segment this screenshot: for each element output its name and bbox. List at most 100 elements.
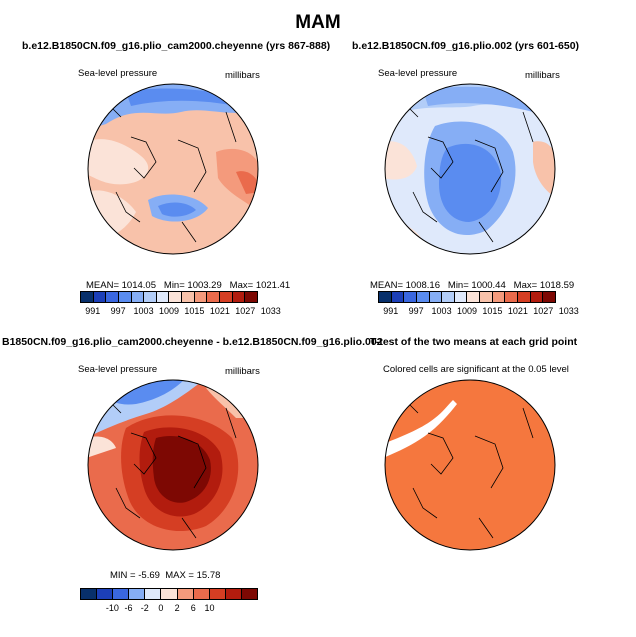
colorbar-1-swatch-6 [156, 292, 170, 302]
colorbar-3-swatch-4 [145, 589, 162, 599]
colorbar-1-swatch-1 [93, 292, 107, 302]
panel-1-stats: MEAN= 1014.05 Min= 1003.29 Max= 1021.41 [86, 280, 290, 291]
colorbar-1-tick-0: 991 [85, 306, 101, 316]
colorbar-3-tick-1: -6 [124, 603, 133, 613]
panel-2-min-label: Min= [447, 280, 469, 291]
colorbar-3-swatch-3 [129, 589, 146, 599]
colorbar-2-swatch-9 [492, 292, 506, 302]
panel-2-colorbar [378, 291, 556, 303]
colorbar-1-swatch-8 [182, 292, 195, 302]
colorbar-3-swatch-2 [113, 589, 130, 599]
panel-1-mean-value: 1014.05 [121, 280, 156, 291]
panel-2-min-value: 1000.44 [471, 280, 506, 291]
colorbar-3-swatch-8 [209, 589, 226, 599]
main-title: MAM [295, 12, 341, 33]
colorbar-2-swatch-0 [379, 292, 392, 302]
colorbar-1-tick-2: 1003 [133, 306, 154, 316]
panel-4-annotation: Colored cells are significant at the 0.0… [383, 364, 569, 375]
colorbar-3-tick-5: 6 [190, 603, 196, 613]
colorbar-1-swatch-4 [131, 292, 145, 302]
panel-1-max-value: 1021.41 [255, 280, 291, 291]
panel-1-mean-label: MEAN= [86, 280, 119, 291]
panel-4-map [384, 379, 556, 551]
panel-2-units: millibars [525, 70, 560, 81]
panel-3-max-value: 15.78 [196, 570, 221, 581]
panel-1-min-value: 1003.29 [187, 280, 222, 291]
colorbar-2-swatch-10 [505, 292, 519, 302]
colorbar-1-swatch-3 [118, 292, 132, 302]
panel-2-map [384, 83, 556, 255]
panel-3-max-label: MAX = [165, 570, 194, 581]
panel-2-mean-value: 1008.16 [405, 280, 440, 291]
colorbar-1-swatch-7 [169, 292, 183, 302]
panel-2-max-value: 1018.59 [539, 280, 575, 291]
colorbar-2-swatch-8 [480, 292, 493, 302]
colorbar-3-swatch-0 [81, 589, 98, 599]
colorbar-2-swatch-4 [429, 292, 443, 302]
panel-3-title: B1850CN.f09_g16.plio_cam2000.cheyenne - … [2, 336, 383, 348]
colorbar-3-tick-0: -10 [105, 603, 119, 613]
colorbar-1-swatch-2 [106, 292, 119, 302]
colorbar-1-tick-7: 1033 [260, 306, 281, 316]
panel-1-max-label: Max= [229, 280, 254, 291]
panel-3-colorbar [80, 588, 258, 600]
colorbar-2-swatch-5 [442, 292, 455, 302]
colorbar-3-tick-3: 0 [158, 603, 164, 613]
panel-1-title: b.e12.B1850CN.f09_g16.plio_cam2000.cheye… [22, 40, 331, 52]
panel-4-title: T-test of the two means at each grid poi… [370, 336, 578, 348]
panel-2-mean-label: MEAN= [370, 280, 403, 291]
colorbar-3-swatch-10 [241, 589, 258, 599]
colorbar-1-swatch-12 [232, 292, 246, 302]
colorbar-1-swatch-13 [245, 292, 257, 302]
panel-1-variable: Sea-level pressure [78, 68, 158, 79]
colorbar-2-swatch-7 [467, 292, 481, 302]
colorbar-2-swatch-2 [404, 292, 417, 302]
colorbar-2-swatch-12 [530, 292, 544, 302]
colorbar-1-tick-5: 1021 [209, 306, 230, 316]
panel-3-variable: Sea-level pressure [78, 364, 158, 375]
colorbar-1-tick-6: 1027 [235, 306, 256, 316]
panel-2-max-label: Max= [513, 280, 538, 291]
colorbar-2-swatch-6 [454, 292, 468, 302]
panel-2-stats: MEAN= 1008.16 Min= 1000.44 Max= 1018.59 [370, 280, 574, 291]
colorbar-1-swatch-10 [207, 292, 221, 302]
colorbar-2-tick-3: 1009 [456, 306, 478, 316]
panel-1-colorbar [80, 291, 258, 303]
panel-1-units: millibars [225, 70, 260, 81]
colorbar-1-swatch-9 [194, 292, 208, 302]
colorbar-2-tick-4: 1015 [482, 306, 503, 316]
panel-3-map [87, 379, 259, 551]
panel-1-map [87, 83, 259, 255]
colorbar-2-tick-2: 1003 [431, 306, 452, 316]
colorbar-2-tick-1: 997 [408, 306, 424, 316]
colorbar-2-tick-5: 1021 [507, 306, 528, 316]
colorbar-2-tick-7: 1033 [558, 306, 579, 316]
panel-3-min-label: MIN = [110, 570, 136, 581]
colorbar-3-swatch-5 [161, 589, 178, 599]
colorbar-1-tick-1: 997 [110, 306, 126, 316]
panel-2-variable: Sea-level pressure [378, 68, 458, 79]
panel-3-units: millibars [225, 366, 260, 377]
panel-3-min-value: -5.69 [138, 570, 160, 581]
panel-2-title: b.e12.B1850CN.f09_g16.plio.002 (yrs 601-… [352, 40, 580, 52]
colorbar-1-swatch-0 [81, 292, 94, 302]
colorbar-2-swatch-1 [391, 292, 405, 302]
colorbar-2-tick-0: 991 [383, 306, 399, 316]
colorbar-1-swatch-11 [220, 292, 233, 302]
panel-3-stats: MIN = -5.69 MAX = 15.78 [110, 570, 220, 581]
colorbar-3-swatch-1 [97, 589, 114, 599]
colorbar-3-swatch-6 [177, 589, 194, 599]
colorbar-3-swatch-7 [193, 589, 210, 599]
colorbar-1-swatch-5 [144, 292, 157, 302]
colorbar-1-tick-3: 1009 [158, 306, 180, 316]
colorbar-2-swatch-3 [416, 292, 430, 302]
colorbar-2-swatch-13 [543, 292, 555, 302]
colorbar-2-tick-6: 1027 [533, 306, 554, 316]
colorbar-3-swatch-9 [225, 589, 242, 599]
colorbar-3-tick-2: -2 [140, 603, 149, 613]
colorbar-2-swatch-11 [518, 292, 531, 302]
colorbar-1-tick-4: 1015 [184, 306, 205, 316]
panel-1-min-label: Min= [163, 280, 185, 291]
colorbar-3-tick-4: 2 [174, 603, 180, 613]
colorbar-3-tick-6: 10 [204, 603, 215, 613]
